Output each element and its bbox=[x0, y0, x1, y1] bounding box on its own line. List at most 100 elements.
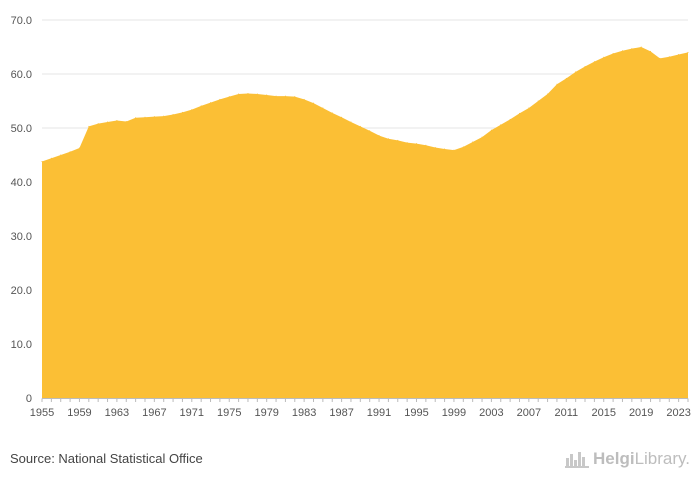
data-point-1985 bbox=[322, 107, 324, 109]
area-fill bbox=[42, 47, 688, 398]
data-point-2007 bbox=[528, 107, 530, 109]
data-point-1966 bbox=[144, 116, 146, 118]
x-tick-label-1963: 1963 bbox=[105, 407, 129, 419]
data-point-1993 bbox=[397, 139, 399, 141]
data-point-1964 bbox=[125, 121, 127, 123]
x-tick-label-1959: 1959 bbox=[67, 407, 91, 419]
data-point-1992 bbox=[387, 138, 389, 140]
y-tick-label-1: 10.0 bbox=[11, 339, 32, 351]
x-tick-label-1995: 1995 bbox=[404, 407, 428, 419]
data-point-1987 bbox=[341, 116, 343, 118]
data-point-1962 bbox=[107, 121, 109, 123]
x-tick-label-1967: 1967 bbox=[142, 407, 166, 419]
y-axis-tick-labels: 0 10.0 20.0 30.0 40.0 50.0 60.0 70.0 bbox=[11, 15, 32, 405]
data-point-2016 bbox=[612, 52, 614, 54]
data-point-2023 bbox=[678, 54, 680, 56]
data-point-2000 bbox=[462, 146, 464, 148]
city-skyline-icon bbox=[565, 452, 589, 468]
data-point-2011 bbox=[565, 77, 567, 79]
data-point-1991 bbox=[378, 135, 380, 137]
data-point-1957 bbox=[60, 154, 62, 156]
data-point-2012 bbox=[575, 71, 577, 73]
data-point-1975 bbox=[228, 96, 230, 98]
y-tick-label-2: 20.0 bbox=[11, 285, 32, 297]
data-point-1981 bbox=[284, 95, 286, 97]
data-point-2014 bbox=[593, 61, 595, 63]
logo-text-helgi: Helgi bbox=[593, 449, 635, 468]
y-tick-label-3: 30.0 bbox=[11, 231, 32, 243]
data-point-1979 bbox=[266, 94, 268, 96]
data-point-1982 bbox=[294, 96, 296, 98]
data-point-1963 bbox=[116, 119, 118, 121]
x-tick-label-1975: 1975 bbox=[217, 407, 241, 419]
data-point-2009 bbox=[547, 93, 549, 95]
x-tick-label-2007: 2007 bbox=[517, 407, 541, 419]
data-point-2005 bbox=[509, 118, 511, 120]
helgi-library-logo: HelgiLibrary. bbox=[565, 449, 690, 469]
data-point-1959 bbox=[78, 147, 80, 149]
x-tick-label-2011: 2011 bbox=[554, 407, 578, 419]
data-point-1990 bbox=[369, 130, 371, 132]
data-point-2022 bbox=[668, 56, 670, 58]
data-point-2002 bbox=[481, 136, 483, 138]
data-point-2021 bbox=[659, 57, 661, 59]
x-tick-label-2015: 2015 bbox=[591, 407, 615, 419]
area-chart: 010.020.030.040.050.060.070.0 1955 1959 19… bbox=[11, 15, 691, 419]
data-point-1969 bbox=[172, 114, 174, 115]
x-tick-label-1999: 1999 bbox=[442, 407, 466, 419]
data-point-2010 bbox=[556, 83, 558, 85]
x-tick-label-1979: 1979 bbox=[254, 407, 278, 419]
y-tick-label-4: 40.0 bbox=[11, 177, 32, 189]
data-point-2020 bbox=[650, 50, 652, 52]
y-tick-label-7: 70.0 bbox=[11, 15, 32, 27]
y-tick-label-6: 60.0 bbox=[11, 69, 32, 81]
data-point-1977 bbox=[247, 92, 249, 94]
x-tick-label-1971: 1971 bbox=[180, 407, 204, 419]
data-point-2024 bbox=[687, 51, 689, 53]
data-point-1988 bbox=[350, 121, 352, 123]
y-tick-label-0: 0 bbox=[26, 393, 32, 405]
data-point-1965 bbox=[135, 117, 137, 119]
data-point-2017 bbox=[621, 50, 623, 52]
data-point-2013 bbox=[584, 65, 586, 67]
data-point-1998 bbox=[444, 148, 446, 150]
data-point-1997 bbox=[434, 146, 436, 148]
data-point-2006 bbox=[518, 112, 520, 114]
data-point-2004 bbox=[500, 124, 502, 126]
axes bbox=[41, 398, 689, 402]
data-point-2008 bbox=[537, 100, 539, 102]
data-point-1976 bbox=[238, 93, 240, 95]
data-point-1974 bbox=[219, 98, 221, 100]
area-series bbox=[41, 46, 689, 398]
data-point-2019 bbox=[640, 46, 642, 48]
data-point-1978 bbox=[256, 93, 258, 95]
data-point-2015 bbox=[603, 56, 605, 58]
logo-text-library: Library. bbox=[634, 449, 690, 468]
data-point-1956 bbox=[50, 157, 52, 159]
x-tick-label-1955: 1955 bbox=[30, 407, 54, 419]
data-point-2003 bbox=[490, 129, 492, 131]
data-point-1961 bbox=[97, 123, 99, 125]
data-point-1970 bbox=[181, 111, 183, 113]
data-point-1971 bbox=[191, 109, 193, 111]
x-tick-label-2019: 2019 bbox=[629, 407, 653, 419]
y-tick-label-5: 50.0 bbox=[11, 123, 32, 135]
data-point-1960 bbox=[88, 125, 90, 127]
x-tick-label-1987: 1987 bbox=[329, 407, 353, 419]
data-point-1973 bbox=[210, 102, 212, 104]
data-point-2001 bbox=[472, 141, 474, 143]
data-point-2018 bbox=[631, 48, 633, 50]
x-tick-label-2003: 2003 bbox=[479, 407, 503, 419]
data-point-1995 bbox=[415, 143, 417, 145]
x-tick-label-1983: 1983 bbox=[292, 407, 316, 419]
x-tick-label-1991: 1991 bbox=[367, 407, 391, 419]
data-point-1994 bbox=[406, 142, 408, 144]
x-axis-tick-labels: 1955 1959 1963 1967 1971 1975 1979 1983 1987 1991… bbox=[30, 407, 691, 419]
data-point-1967 bbox=[153, 116, 155, 118]
data-point-1968 bbox=[163, 115, 165, 117]
x-tick-label-2023: 2023 bbox=[666, 407, 690, 419]
source-note: Source: National Statistical Office bbox=[10, 451, 203, 466]
data-point-1980 bbox=[275, 95, 277, 97]
data-point-1999 bbox=[453, 149, 455, 151]
data-point-1989 bbox=[359, 125, 361, 127]
